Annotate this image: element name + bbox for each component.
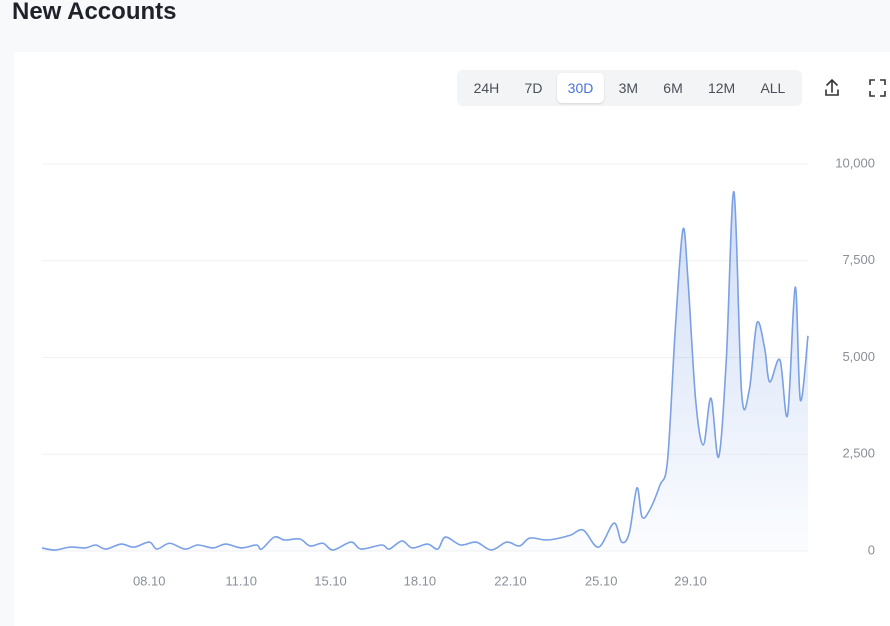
y-tick-label: 2,500 <box>842 446 875 461</box>
range-button[interactable]: ALL <box>760 80 786 96</box>
y-tick-label: 0 <box>868 542 875 557</box>
range-button[interactable]: 24H <box>473 80 500 96</box>
y-tick-label: 5,000 <box>842 349 875 364</box>
range-button[interactable]: 12M <box>707 80 736 96</box>
y-tick-label: 7,500 <box>842 252 875 267</box>
share-icon[interactable] <box>825 78 839 96</box>
page-title: New Accounts <box>12 0 177 25</box>
x-tick-label: 22.10 <box>494 573 527 588</box>
x-tick-label: 25.10 <box>585 573 618 588</box>
fullscreen-icon[interactable] <box>869 79 886 97</box>
y-tick-label: 10,000 <box>835 155 875 170</box>
x-tick-label: 11.10 <box>225 573 257 588</box>
range-button[interactable]: 6M <box>663 80 683 96</box>
range-selector: 24H 7D 30D 3M 6M 12M ALL <box>457 70 802 106</box>
x-tick-label: 08.10 <box>133 573 166 588</box>
range-button[interactable]: 30D <box>556 73 605 103</box>
range-button[interactable]: 3M <box>618 80 639 96</box>
x-tick-label: 18.10 <box>404 573 437 588</box>
range-button[interactable]: 7D <box>524 80 543 96</box>
line <box>41 191 809 551</box>
x-tick-label: 29.10 <box>674 573 707 588</box>
x-tick-label: 15.10 <box>314 573 347 588</box>
